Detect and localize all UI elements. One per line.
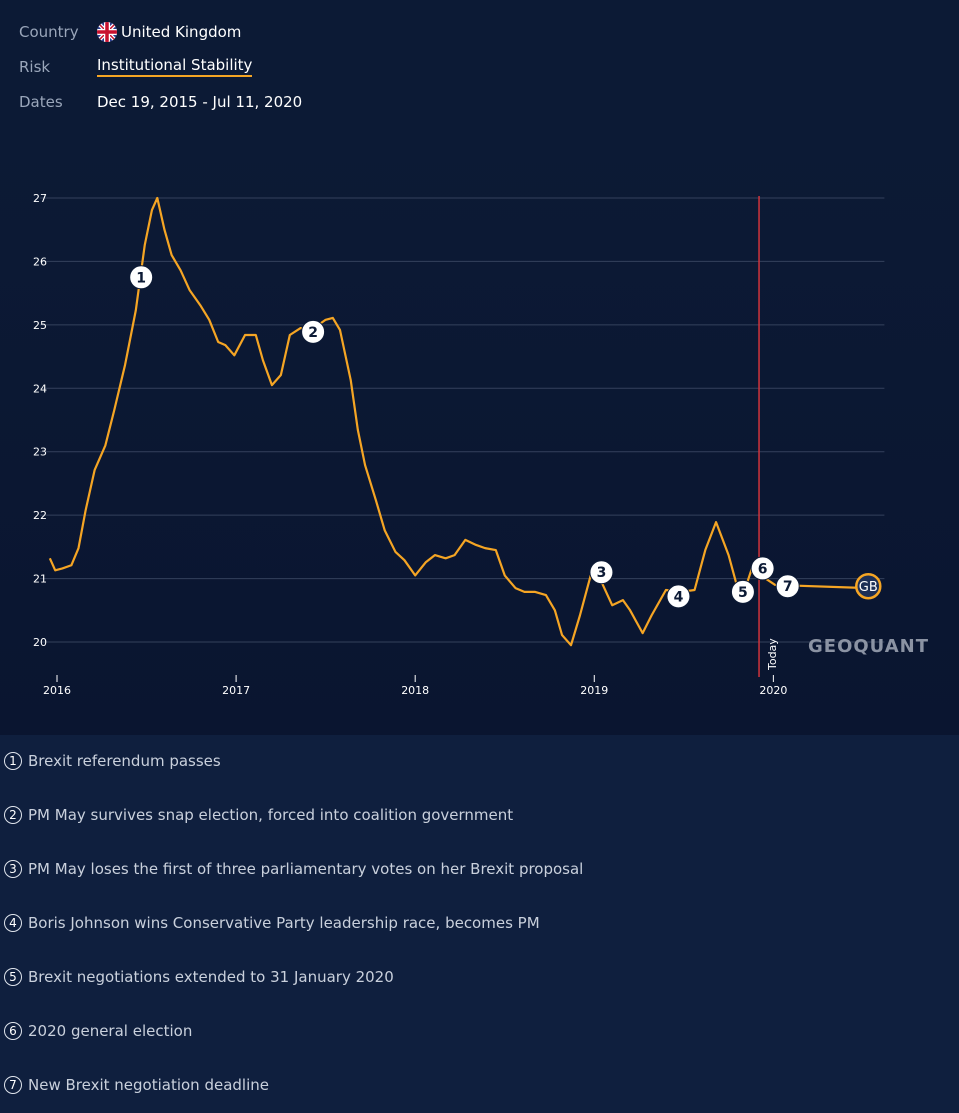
- chart-bg: [0, 130, 959, 735]
- y-tick-label: 21: [33, 573, 47, 586]
- note-number: 4: [4, 914, 22, 932]
- note: 5 Brexit negotiations extended to 31 Janu…: [4, 968, 394, 986]
- annotation-marker: [301, 319, 326, 344]
- note-text: Brexit negotiations extended to 31 Janua…: [28, 968, 394, 986]
- annotation-number: 2: [308, 325, 318, 341]
- y-tick-label: 22: [33, 509, 47, 522]
- note-text: PM May loses the first of three parliame…: [28, 860, 584, 878]
- field-value[interactable]: Institutional Stability: [97, 56, 253, 77]
- note: 3 PM May loses the first of three parliam…: [4, 860, 583, 878]
- end-marker-label: GB: [859, 580, 878, 595]
- note: 1 Brexit referendum passes: [4, 752, 221, 770]
- annotation-marker: [589, 560, 614, 585]
- meta: Country United Kingdom Risk Institutional…: [19, 14, 302, 119]
- note-number: 1: [4, 752, 22, 770]
- note-text: 2020 general election: [28, 1022, 193, 1040]
- note: 2 PM May survives snap election, forced i…: [4, 806, 513, 824]
- watermark: GEOQUANT: [808, 636, 929, 657]
- field-value: United Kingdom: [121, 22, 242, 41]
- annotation-number: 3: [597, 565, 607, 581]
- field-label: Risk: [19, 57, 51, 76]
- x-tick-label: 2020: [759, 684, 787, 697]
- annotation-marker: [750, 556, 775, 581]
- meta-row: Dates Dec 19, 2015 - Jul 11, 2020: [19, 84, 302, 119]
- note-text: Boris Johnson wins Conservative Party le…: [28, 914, 540, 932]
- annotation-marker: [730, 579, 755, 604]
- note-number: 2: [4, 806, 22, 824]
- field-label: Dates: [19, 92, 63, 111]
- today-label: Today: [766, 638, 779, 671]
- note-text: New Brexit negotiation deadline: [28, 1076, 269, 1094]
- end-marker: [855, 572, 882, 600]
- notes: 1 Brexit referendum passes 2 PM May survive…: [0, 735, 959, 1113]
- annotation-number: 5: [738, 585, 748, 601]
- y-tick-label: 24: [33, 382, 47, 395]
- note-number: 5: [4, 968, 22, 986]
- note-number: 6: [4, 1022, 22, 1040]
- field-value: Dec 19, 2015 - Jul 11, 2020: [97, 92, 303, 111]
- note: 6 2020 general election: [4, 1022, 192, 1040]
- annotation-marker: [666, 584, 691, 609]
- note-number: 3: [4, 860, 22, 878]
- meta-row: Risk Institutional Stability: [19, 49, 302, 84]
- y-tick-label: 27: [33, 192, 47, 205]
- annotation-number: 6: [758, 561, 768, 577]
- note: 4 Boris Johnson wins Conservative Party l…: [4, 914, 540, 932]
- annotation-number: 1: [136, 270, 146, 286]
- y-tick-label: 23: [33, 446, 47, 459]
- annotation-number: 4: [674, 589, 684, 605]
- x-tick-label: 2018: [401, 684, 429, 697]
- y-tick-label: 25: [33, 319, 47, 332]
- annotation-marker: [129, 265, 154, 290]
- note: 7 New Brexit negotiation deadline: [4, 1076, 269, 1094]
- meta-row: Country United Kingdom: [19, 14, 302, 49]
- x-tick-label: 2019: [580, 684, 608, 697]
- flag: [97, 21, 117, 42]
- x-tick-label: 2017: [222, 684, 250, 697]
- annotation-marker: [775, 574, 800, 599]
- annotation-number: 7: [783, 579, 793, 595]
- note-number: 7: [4, 1076, 22, 1094]
- note-text: Brexit referendum passes: [28, 752, 221, 770]
- y-tick-label: 26: [33, 255, 47, 268]
- note-text: PM May survives snap election, forced in…: [28, 806, 514, 824]
- field-label: Country: [19, 22, 79, 41]
- line: [48, 196, 869, 647]
- x-tick-label: 2016: [43, 684, 71, 697]
- y-tick-label: 20: [33, 636, 47, 649]
